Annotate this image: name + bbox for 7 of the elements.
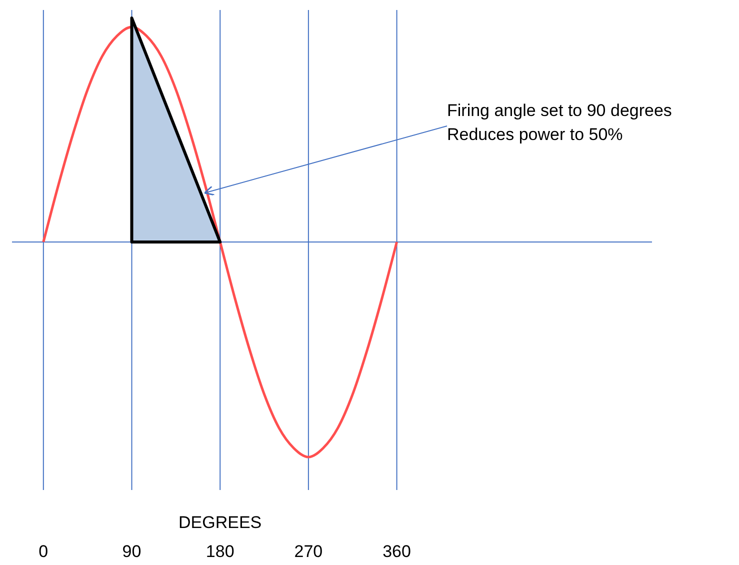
annotation: Firing angle set to 90 degrees Reduces power to 50% [447,101,672,144]
x-tick-label: 270 [294,542,323,561]
x-tick-label: 90 [122,542,142,561]
x-tick-label: 360 [382,542,411,561]
x-axis-title: DEGREES [178,513,262,532]
x-tick-label: 0 [38,542,48,561]
x-tick-label: 180 [206,542,234,561]
